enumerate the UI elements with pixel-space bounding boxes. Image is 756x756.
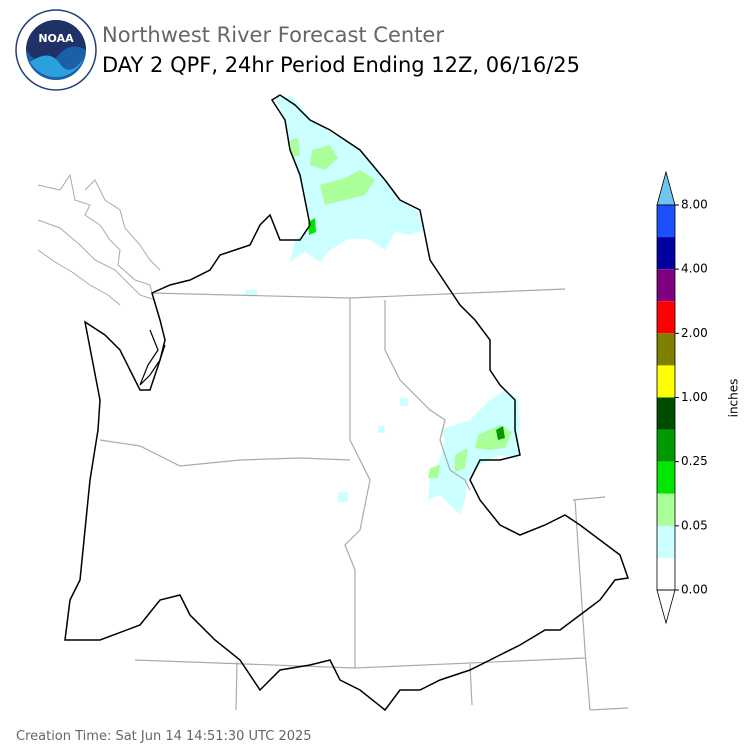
basin-outline [64, 94, 630, 712]
colorbar: 8.00 4.00 2.00 1.00 0.25 0.05 0.00 [656, 170, 708, 625]
colorbar-segment [657, 205, 675, 238]
colorbar-segment [657, 557, 675, 590]
borders [99, 288, 629, 711]
colorbar-label: 4.00 [681, 262, 708, 276]
title: Northwest River Forecast Center [102, 23, 444, 47]
colorbar-label: 0.05 [681, 518, 708, 532]
colorbar-segment [657, 237, 675, 270]
colorbar-label: 0.00 [681, 583, 708, 597]
precip-areas [245, 96, 520, 515]
colorbar-segment [657, 525, 675, 558]
legend-unit: inches [727, 379, 741, 418]
colorbar-segment [657, 429, 675, 462]
colorbar-segment [657, 461, 675, 494]
logo-text: NOAA [38, 32, 74, 45]
subtitle: DAY 2 QPF, 24hr Period Ending 12Z, 06/16… [102, 53, 580, 77]
noaa-logo: NOAA [15, 9, 97, 91]
colorbar-label: 0.25 [681, 454, 708, 468]
colorbar-label: 2.00 [681, 326, 708, 340]
colorbar-label: 8.00 [681, 198, 708, 212]
colorbar-segment [657, 333, 675, 366]
puget-sound [139, 329, 166, 386]
colorbar-segment [657, 301, 675, 334]
colorbar-label: 1.00 [681, 390, 708, 404]
colorbar-segment [657, 269, 675, 302]
colorbar-over [656, 170, 676, 206]
colorbar-segment [657, 493, 675, 526]
colorbar-under [656, 589, 676, 625]
colorbar-segment [657, 365, 675, 398]
creation-time: Creation Time: Sat Jun 14 14:51:30 UTC 2… [16, 729, 312, 744]
coastline [37, 173, 161, 306]
colorbar-segment [657, 397, 675, 430]
